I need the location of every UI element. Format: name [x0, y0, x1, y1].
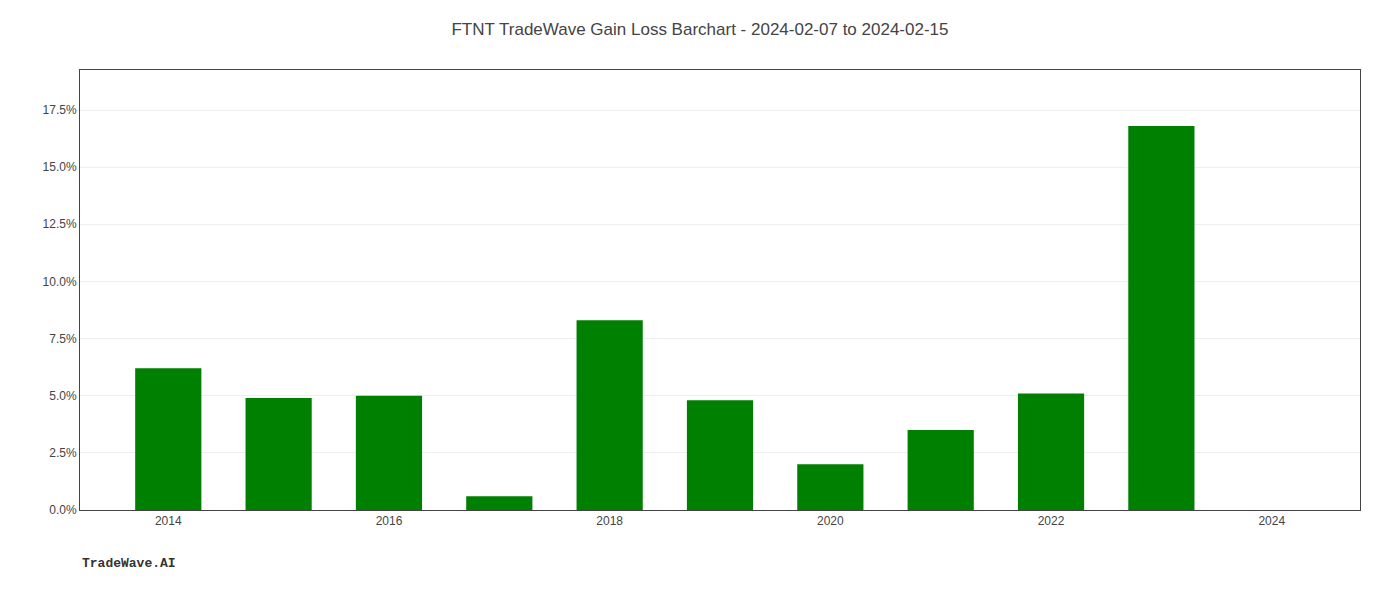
svg-text:17.5%: 17.5%	[43, 103, 77, 117]
svg-text:7.5%: 7.5%	[49, 332, 77, 346]
svg-text:2.5%: 2.5%	[49, 446, 77, 460]
svg-text:10.0%: 10.0%	[43, 275, 77, 289]
svg-text:2020: 2020	[817, 514, 844, 528]
svg-text:12.5%: 12.5%	[43, 217, 77, 231]
svg-text:TradeWave.AI: TradeWave.AI	[82, 556, 176, 571]
svg-text:2016: 2016	[376, 514, 403, 528]
svg-text:2018: 2018	[596, 514, 623, 528]
svg-text:FTNT TradeWave Gain Loss Barch: FTNT TradeWave Gain Loss Barchart - 2024…	[451, 20, 948, 39]
svg-text:5.0%: 5.0%	[49, 389, 77, 403]
svg-text:2024: 2024	[1258, 514, 1285, 528]
svg-text:2022: 2022	[1038, 514, 1065, 528]
svg-text:15.0%: 15.0%	[43, 160, 77, 174]
svg-text:2014: 2014	[155, 514, 182, 528]
svg-text:0.0%: 0.0%	[49, 503, 77, 517]
